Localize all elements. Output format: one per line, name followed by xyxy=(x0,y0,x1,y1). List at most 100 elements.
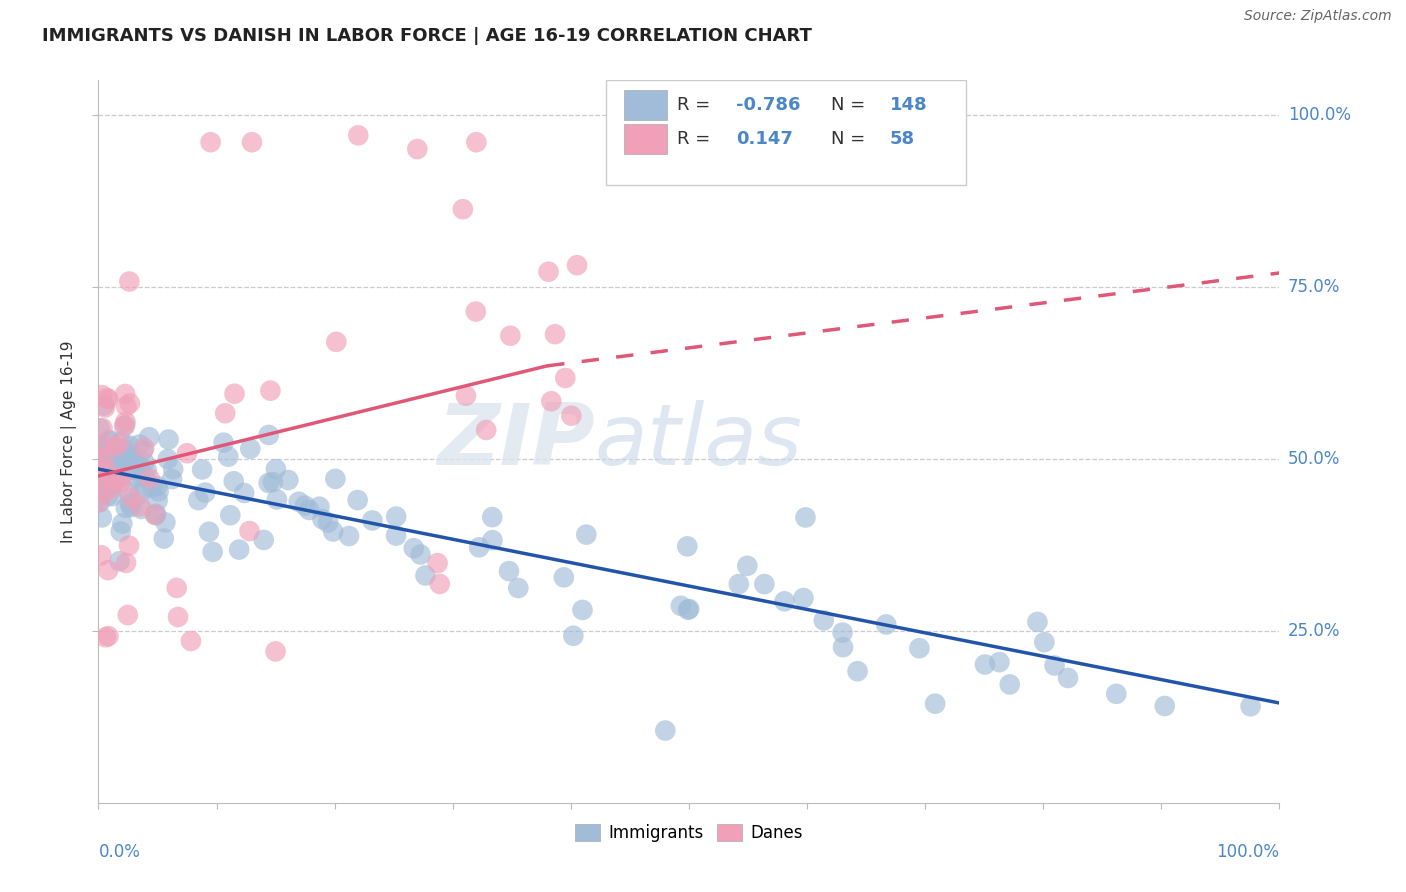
Point xyxy=(298,503,321,517)
Point xyxy=(426,556,449,570)
Point xyxy=(415,568,437,582)
Point xyxy=(475,423,498,437)
Point xyxy=(311,512,333,526)
Text: 75.0%: 75.0% xyxy=(1288,277,1340,296)
Point xyxy=(117,484,139,499)
Point xyxy=(544,327,567,342)
Point xyxy=(138,430,160,444)
Point xyxy=(1105,687,1128,701)
Point xyxy=(111,516,134,531)
Point xyxy=(93,486,115,500)
Point xyxy=(128,500,150,514)
Point xyxy=(402,541,425,556)
Point xyxy=(104,440,127,454)
Point xyxy=(101,489,124,503)
Point xyxy=(90,441,112,455)
Text: ZIP: ZIP xyxy=(437,400,595,483)
Point xyxy=(87,483,110,498)
Point xyxy=(98,434,121,449)
Point xyxy=(831,625,853,640)
Point xyxy=(110,475,132,490)
Point xyxy=(114,500,136,515)
Point xyxy=(131,470,153,484)
Point xyxy=(97,563,120,577)
Point xyxy=(974,657,997,672)
Point xyxy=(91,457,114,471)
Point xyxy=(325,334,347,349)
Point xyxy=(120,491,142,505)
Point xyxy=(128,437,150,451)
Point xyxy=(97,489,120,503)
Point xyxy=(406,142,429,156)
Point xyxy=(257,428,280,442)
Point xyxy=(239,442,262,456)
Point xyxy=(264,644,287,658)
Point xyxy=(277,473,299,487)
Point xyxy=(91,421,114,435)
Text: 100.0%: 100.0% xyxy=(1216,843,1279,861)
Point xyxy=(114,387,136,401)
Point xyxy=(361,513,384,527)
Point xyxy=(90,510,112,524)
Point xyxy=(98,458,121,473)
Point xyxy=(257,475,280,490)
Point xyxy=(135,463,157,477)
Point xyxy=(287,494,309,508)
Point xyxy=(89,495,111,509)
Point xyxy=(1026,615,1049,629)
Point xyxy=(212,435,235,450)
Text: 0.147: 0.147 xyxy=(737,130,793,148)
Point xyxy=(156,452,179,467)
Point xyxy=(575,527,598,541)
Point xyxy=(1043,658,1066,673)
Point xyxy=(262,475,284,489)
Point xyxy=(238,524,260,538)
Point xyxy=(90,549,112,563)
Point xyxy=(131,502,153,516)
Point xyxy=(481,533,503,548)
Point xyxy=(167,610,190,624)
Point xyxy=(754,577,776,591)
Point xyxy=(322,524,344,539)
Point xyxy=(108,462,131,476)
Text: 148: 148 xyxy=(890,95,928,114)
Point xyxy=(846,664,869,678)
Point xyxy=(998,677,1021,691)
Point xyxy=(132,443,155,458)
Text: 58: 58 xyxy=(890,130,915,148)
Point xyxy=(97,458,120,472)
Point xyxy=(143,508,166,522)
Point xyxy=(537,265,560,279)
Point xyxy=(97,629,120,643)
Point xyxy=(93,483,115,497)
Point xyxy=(924,697,946,711)
Point xyxy=(87,438,110,452)
Point xyxy=(773,594,796,608)
Point xyxy=(94,451,117,466)
Point xyxy=(153,532,176,546)
Point xyxy=(121,452,143,467)
Point xyxy=(198,524,221,539)
Point xyxy=(654,723,676,738)
Point xyxy=(508,581,530,595)
Point xyxy=(908,641,931,656)
Point xyxy=(108,450,131,465)
Point xyxy=(98,461,121,475)
Point xyxy=(146,479,169,493)
Point xyxy=(111,446,134,460)
Point xyxy=(266,492,288,507)
Point xyxy=(1033,635,1056,649)
Point xyxy=(155,516,177,530)
Point xyxy=(560,409,582,423)
Point xyxy=(134,441,156,455)
Point xyxy=(200,135,222,149)
Point xyxy=(87,459,110,474)
Point xyxy=(134,482,156,496)
Point xyxy=(138,471,160,485)
Point xyxy=(224,386,246,401)
Point xyxy=(115,556,138,570)
Point xyxy=(108,554,131,568)
Point xyxy=(228,542,250,557)
Point xyxy=(118,447,141,461)
Point xyxy=(117,608,139,623)
